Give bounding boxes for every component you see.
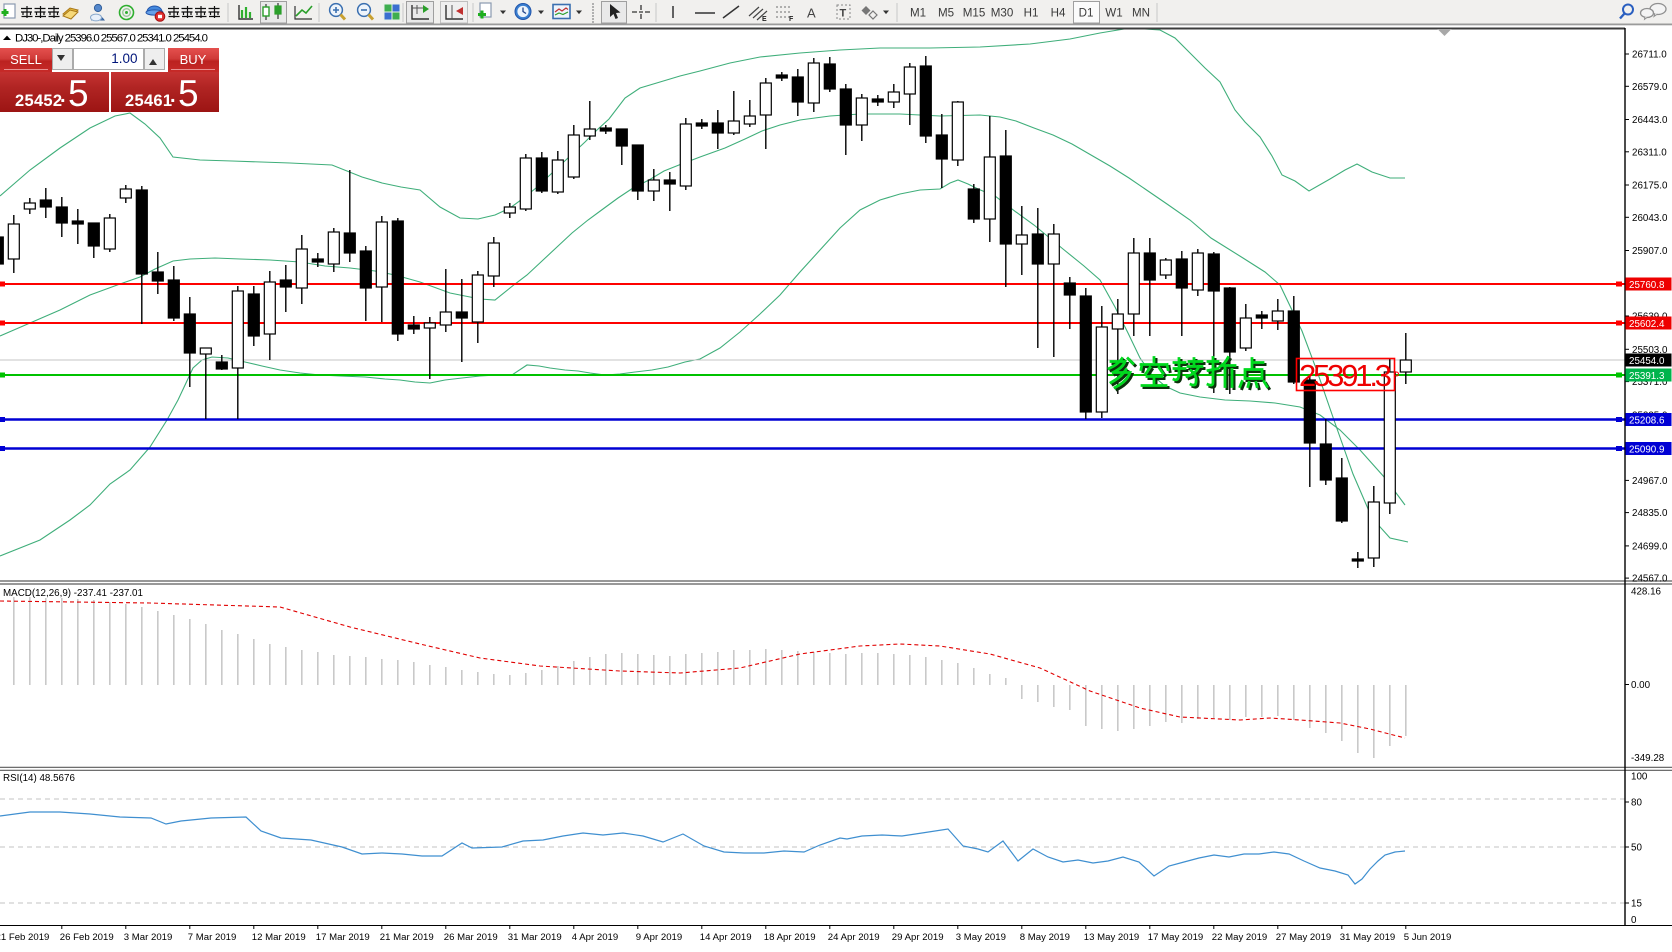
svg-text:26311.0: 26311.0 [1632,147,1667,158]
svg-text:15: 15 [1631,899,1642,910]
svg-text:A: A [807,6,816,21]
svg-text:26443.0: 26443.0 [1632,115,1668,126]
svg-text:25503.0: 25503.0 [1632,345,1668,356]
svg-text:26175.0: 26175.0 [1632,181,1668,192]
svg-text:24835.0: 24835.0 [1632,508,1668,519]
svg-text:21 Mar 2019: 21 Mar 2019 [380,932,434,943]
svg-text:24 Apr 2019: 24 Apr 2019 [828,932,880,943]
svg-text:12 Mar 2019: 12 Mar 2019 [252,932,306,943]
svg-text:W1: W1 [1105,7,1122,20]
svg-text:25371.0: 25371.0 [1632,377,1668,388]
svg-text:26 Mar 2019: 26 Mar 2019 [444,932,498,943]
svg-text:F: F [789,16,794,23]
svg-text:5 Jun 2019: 5 Jun 2019 [1404,932,1451,943]
svg-text:M30: M30 [991,7,1014,20]
svg-text:26711.0: 26711.0 [1632,50,1667,61]
svg-text:26 Feb 2019: 26 Feb 2019 [60,932,114,943]
svg-text:14 Apr 2019: 14 Apr 2019 [700,932,752,943]
svg-text:26043.0: 26043.0 [1632,213,1668,224]
svg-text:0: 0 [1631,915,1637,926]
svg-text:24567.0: 24567.0 [1632,574,1668,585]
svg-text:25602.4: 25602.4 [1629,319,1665,330]
svg-text:80: 80 [1631,798,1642,809]
svg-text:H1: H1 [1024,7,1039,20]
svg-text:25090.9: 25090.9 [1629,444,1664,455]
svg-text:8 May 2019: 8 May 2019 [1020,932,1070,943]
svg-text:M1: M1 [910,7,926,20]
svg-text:D1: D1 [1079,7,1094,20]
svg-text:13 May 2019: 13 May 2019 [1084,932,1139,943]
svg-text:25907.0: 25907.0 [1632,246,1668,257]
svg-text:0.00: 0.00 [1631,680,1651,691]
svg-text:MACD(12,26,9) -237.41 -237.01: MACD(12,26,9) -237.41 -237.01 [3,588,143,599]
svg-text:M15: M15 [963,7,986,20]
svg-text:24967.0: 24967.0 [1632,476,1668,487]
svg-text:7 Mar 2019: 7 Mar 2019 [188,932,237,943]
svg-text:25208.6: 25208.6 [1629,415,1665,426]
svg-text:H4: H4 [1051,7,1066,20]
svg-text:M5: M5 [938,7,954,20]
svg-text:4 Apr 2019: 4 Apr 2019 [572,932,618,943]
svg-text:26579.0: 26579.0 [1632,82,1668,93]
svg-text:E: E [762,16,767,23]
svg-text:9 Apr 2019: 9 Apr 2019 [636,932,682,943]
svg-text:24699.0: 24699.0 [1632,541,1668,552]
svg-text:17 Mar 2019: 17 Mar 2019 [316,932,370,943]
svg-text:31 May 2019: 31 May 2019 [1340,932,1395,943]
svg-text:MN: MN [1132,7,1150,20]
svg-text:18 Apr 2019: 18 Apr 2019 [764,932,816,943]
svg-text:21 Feb 2019: 21 Feb 2019 [0,932,49,943]
svg-text:31 Mar 2019: 31 Mar 2019 [508,932,562,943]
svg-text:17 May 2019: 17 May 2019 [1148,932,1203,943]
svg-text:29 Apr 2019: 29 Apr 2019 [892,932,944,943]
svg-text:DJ30-,Daily 25396.0 25567.0 2: DJ30-,Daily 25396.0 25567.0 25341.0 2545… [15,33,208,45]
svg-text:50: 50 [1631,843,1642,854]
svg-text:22 May 2019: 22 May 2019 [1212,932,1267,943]
svg-text:25454.0: 25454.0 [1629,356,1665,367]
svg-text:428.16: 428.16 [1631,587,1662,598]
svg-text:25391.3: 25391.3 [1299,358,1392,393]
svg-text:25760.8: 25760.8 [1629,280,1665,291]
svg-text:3 May 2019: 3 May 2019 [956,932,1006,943]
svg-text:T: T [840,8,847,20]
svg-text:100: 100 [1631,772,1648,783]
svg-text:27 May 2019: 27 May 2019 [1276,932,1331,943]
svg-text:-349.28: -349.28 [1631,753,1665,764]
svg-text:RSI(14) 48.5676: RSI(14) 48.5676 [3,773,75,784]
svg-text:3 Mar 2019: 3 Mar 2019 [124,932,173,943]
svg-text:25391.3: 25391.3 [1629,371,1665,382]
